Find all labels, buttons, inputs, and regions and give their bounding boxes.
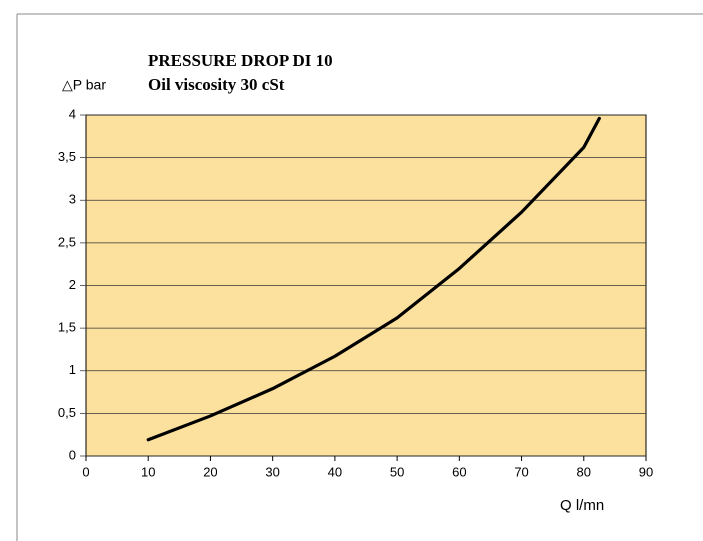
y-tick-label: 1: [69, 362, 76, 377]
y-tick-label: 3,5: [58, 149, 76, 164]
y-tick-label: 4: [69, 106, 76, 121]
y-tick-label: 2: [69, 277, 76, 292]
chart-subtitle: Oil viscosity 30 cSt: [148, 75, 285, 94]
x-tick-label: 60: [452, 464, 466, 479]
x-axis-label: Q l/mn: [560, 497, 604, 514]
x-tick-label: 80: [577, 464, 591, 479]
chart-title: PRESSURE DROP DI 10: [148, 51, 333, 70]
x-tick-label: 70: [514, 464, 528, 479]
y-tick-label: 1,5: [58, 320, 76, 335]
y-tick-label: 0: [69, 447, 76, 462]
x-tick-label: 20: [203, 464, 217, 479]
x-tick-label: 90: [639, 464, 653, 479]
y-tick-label: 3: [69, 192, 76, 207]
data-line: [146, 116, 601, 442]
x-tick-label: 50: [390, 464, 404, 479]
x-tick-label: 10: [141, 464, 155, 479]
y-axis-label: △P bar: [62, 77, 106, 93]
y-tick-label: 2,5: [58, 234, 76, 249]
x-tick-label: 30: [265, 464, 279, 479]
y-tick-label: 0,5: [58, 405, 76, 420]
x-tick-label: 0: [82, 464, 89, 479]
x-tick-label: 40: [328, 464, 342, 479]
